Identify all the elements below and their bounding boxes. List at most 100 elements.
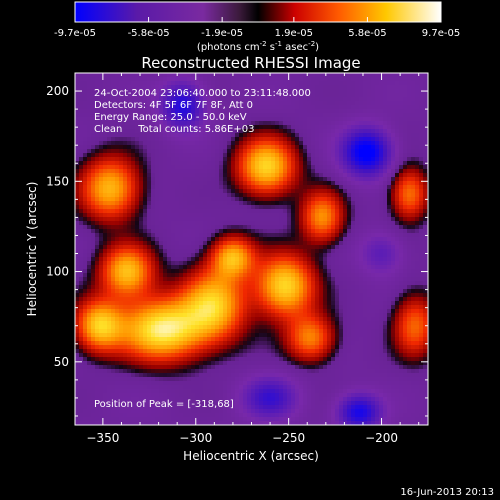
heatmap-cell xyxy=(239,157,244,162)
heatmap-cell xyxy=(147,289,152,294)
heatmap-cell xyxy=(187,193,192,198)
heatmap-cell xyxy=(291,141,296,146)
heatmap-cell xyxy=(275,185,280,190)
heatmap-cell xyxy=(147,89,152,94)
heatmap-cell xyxy=(79,97,84,102)
heatmap-cell xyxy=(155,125,160,130)
heatmap-cell xyxy=(211,241,216,246)
heatmap-cell xyxy=(143,73,148,78)
heatmap-cell xyxy=(127,109,132,114)
heatmap-cell xyxy=(179,117,184,122)
heatmap-cell xyxy=(79,201,84,206)
heatmap-cell xyxy=(235,173,240,178)
heatmap-cell xyxy=(303,105,308,110)
heatmap-cell xyxy=(83,105,88,110)
heatmap-cell xyxy=(163,261,168,266)
heatmap-cell xyxy=(315,209,320,214)
heatmap-cell xyxy=(399,137,404,142)
heatmap-cell xyxy=(319,157,324,162)
heatmap-cell xyxy=(175,177,180,182)
heatmap-cell xyxy=(367,81,372,86)
heatmap-cell xyxy=(371,129,376,134)
heatmap-cell xyxy=(171,273,176,278)
heatmap-cell xyxy=(79,141,84,146)
heatmap-cell xyxy=(407,141,412,146)
heatmap-cell xyxy=(167,101,172,106)
heatmap-cell xyxy=(311,205,316,210)
heatmap-cell xyxy=(187,217,192,222)
heatmap-cell xyxy=(339,217,344,222)
heatmap-cell xyxy=(411,165,416,170)
heatmap-cell xyxy=(155,85,160,90)
heatmap-cell xyxy=(299,209,304,214)
heatmap-cell xyxy=(371,109,376,114)
heatmap-cell xyxy=(243,157,248,162)
heatmap-cell xyxy=(263,137,268,142)
heatmap-cell xyxy=(239,85,244,90)
heatmap-cell xyxy=(111,145,116,150)
heatmap-cell xyxy=(263,181,268,186)
heatmap-cell xyxy=(307,149,312,154)
heatmap-cell xyxy=(95,185,100,190)
heatmap-cell xyxy=(163,193,168,198)
heatmap-cell xyxy=(139,205,144,210)
heatmap-cell xyxy=(355,233,360,238)
heatmap-cell xyxy=(375,157,380,162)
heatmap-cell xyxy=(371,121,376,126)
heatmap-cell xyxy=(159,193,164,198)
heatmap-cell xyxy=(395,121,400,126)
heatmap-cell xyxy=(75,149,80,154)
heatmap-cell xyxy=(259,165,264,170)
heatmap-cell xyxy=(147,189,152,194)
heatmap-cell xyxy=(183,101,188,106)
heatmap-cell xyxy=(139,165,144,170)
heatmap-cell xyxy=(371,225,376,230)
heatmap-cell xyxy=(319,225,324,230)
heatmap-cell xyxy=(307,225,312,230)
heatmap-cell xyxy=(415,133,420,138)
heatmap-cell xyxy=(315,153,320,158)
heatmap-cell xyxy=(139,105,144,110)
heatmap-cell xyxy=(375,73,380,78)
heatmap-cell xyxy=(95,121,100,126)
heatmap-cell xyxy=(131,201,136,206)
heatmap-cell xyxy=(371,141,376,146)
heatmap-cell xyxy=(411,81,416,86)
heatmap-cell xyxy=(367,117,372,122)
heatmap-cell xyxy=(179,273,184,278)
heatmap-cell xyxy=(415,89,420,94)
heatmap-cell xyxy=(239,281,244,286)
heatmap-cell xyxy=(103,133,108,138)
heatmap-cell xyxy=(215,157,220,162)
heatmap-cell xyxy=(87,249,92,254)
heatmap-cell xyxy=(119,117,124,122)
heatmap-cell xyxy=(215,277,220,282)
heatmap-cell xyxy=(175,285,180,290)
heatmap-cell xyxy=(103,281,108,286)
heatmap-cell xyxy=(399,241,404,246)
heatmap-cell xyxy=(239,265,244,270)
heatmap-cell xyxy=(419,145,424,150)
heatmap-cell xyxy=(359,281,364,286)
heatmap-cell xyxy=(91,269,96,274)
heatmap-cell xyxy=(143,137,148,142)
heatmap-cell xyxy=(315,85,320,90)
heatmap-cell xyxy=(183,157,188,162)
heatmap-cell xyxy=(119,277,124,282)
heatmap-cell xyxy=(103,153,108,158)
heatmap-cell xyxy=(123,285,128,290)
heatmap-cell xyxy=(103,173,108,178)
heatmap-cell xyxy=(151,157,156,162)
heatmap-cell xyxy=(287,97,292,102)
heatmap-cell xyxy=(403,257,408,262)
heatmap-cell xyxy=(347,261,352,266)
heatmap-cell xyxy=(387,121,392,126)
heatmap-cell xyxy=(203,89,208,94)
heatmap-cell xyxy=(143,101,148,106)
heatmap-cell xyxy=(351,213,356,218)
heatmap-cell xyxy=(355,153,360,158)
heatmap-cell xyxy=(131,101,136,106)
heatmap-cell xyxy=(95,253,100,258)
heatmap-cell xyxy=(183,133,188,138)
heatmap-cell xyxy=(307,205,312,210)
